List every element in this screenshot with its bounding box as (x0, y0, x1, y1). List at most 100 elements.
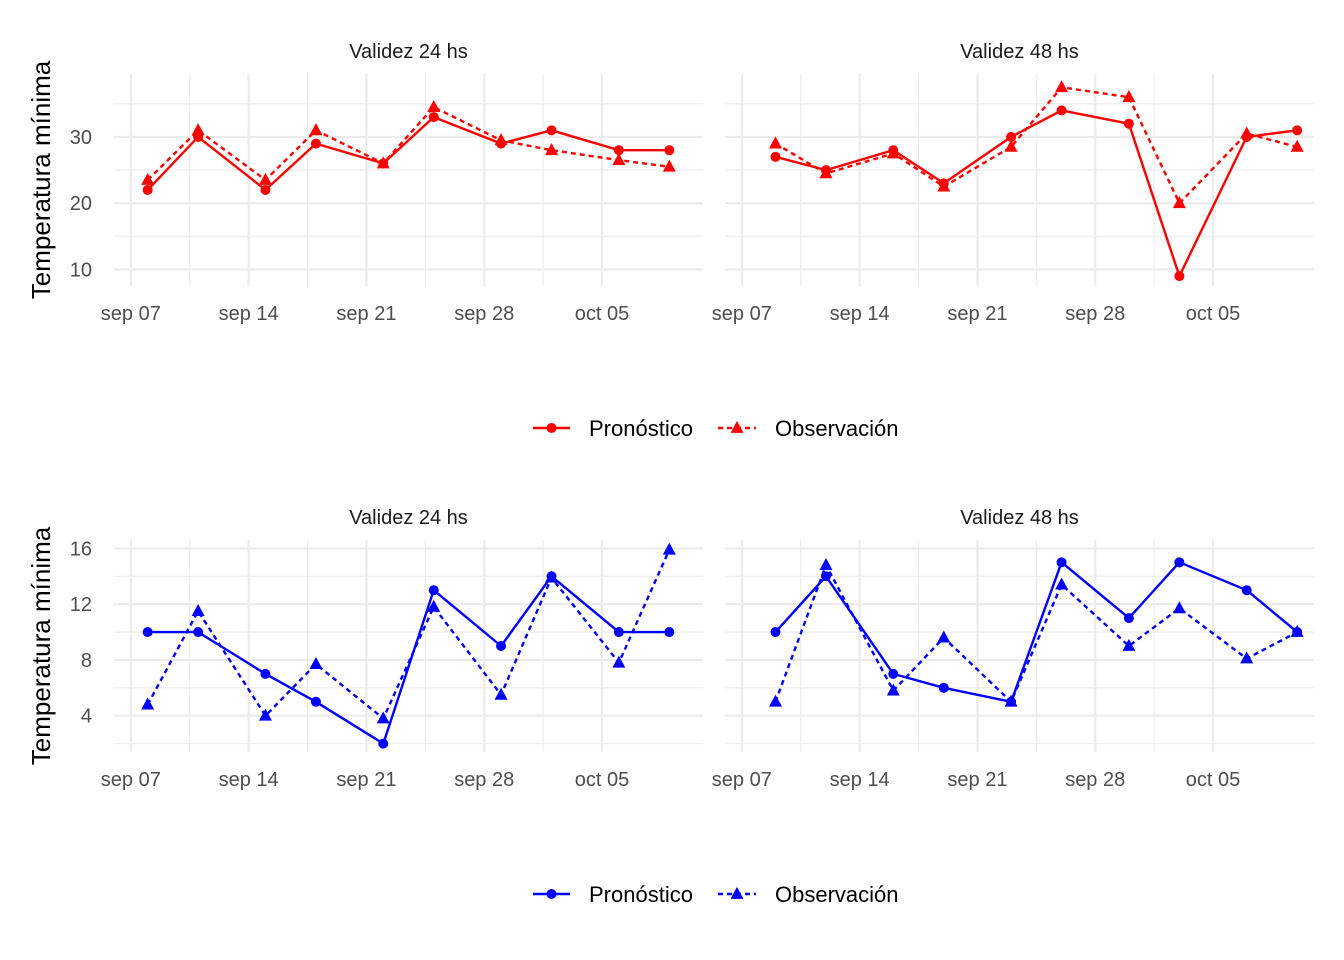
observation-point (1240, 651, 1254, 664)
observation-point (768, 136, 782, 149)
observation-line (774, 86, 1298, 205)
forecast-point (1292, 125, 1303, 136)
panel-1-1: sep 07 sep 14 sep 21 sep 28 oct 05 10 20 30 Vali… (70, 41, 703, 325)
x-tick-label: sep 07 (101, 769, 161, 791)
x-tick-label: sep 28 (454, 303, 514, 325)
observation-point (191, 603, 205, 617)
observation-point (886, 683, 900, 696)
x-tick-label: sep 07 (712, 303, 772, 325)
observation-point (1055, 577, 1069, 590)
panel-2-1: sep 07 sep 14 sep 21 sep 28 oct 05 4 8 12 16 Vali… (70, 507, 703, 791)
x-tick-label: sep 21 (947, 769, 1007, 791)
y-tick-label: 16 (70, 538, 92, 560)
panel-1-2: sep 07 sep 14 sep 21 sep 28 oct 05 Validez 48… (712, 41, 1314, 325)
x-tick-label: sep 07 (101, 303, 161, 325)
forecast-point (1174, 557, 1185, 568)
forecast-point (193, 627, 204, 638)
forecast-point (664, 627, 675, 638)
y-tick-label: 30 (70, 127, 92, 149)
observation-point (376, 156, 390, 169)
forecast-point (1056, 105, 1067, 116)
forecast-point (613, 145, 624, 156)
forecast-line (775, 109, 1298, 278)
y-tick-label: 4 (81, 706, 92, 728)
observation-point (141, 172, 155, 185)
observation-point (427, 99, 441, 112)
legend-2: Pronóstico Observación (533, 882, 899, 907)
legend-forecast-label: Pronóstico (589, 416, 693, 441)
x-tick-label: sep 28 (454, 769, 514, 791)
observation-point (545, 143, 559, 156)
observation-point (819, 166, 833, 179)
x-tick-label: oct 05 (575, 769, 629, 791)
x-tick-label: sep 14 (830, 303, 890, 325)
panel-title: Validez 48 hs (960, 507, 1079, 529)
forecast-point (613, 627, 624, 638)
observation-point (376, 711, 390, 724)
observation-point (1290, 624, 1304, 637)
y-tick-label: 10 (70, 259, 92, 281)
observation-point (1122, 638, 1136, 651)
forecast-point (142, 184, 153, 195)
observation-point (427, 599, 441, 612)
observation-point (1290, 139, 1304, 152)
forecast-point (664, 145, 675, 156)
legend-forecast-marker (546, 423, 557, 433)
panel-title: Validez 24 hs (349, 507, 468, 529)
x-tick-label: sep 28 (1065, 303, 1125, 325)
x-tick-label: sep 14 (219, 303, 279, 325)
panel-2-2: sep 07 sep 14 sep 21 sep 28 oct 05 Validez 48… (712, 507, 1314, 791)
observation-point (1172, 196, 1186, 209)
observation-point (612, 655, 626, 668)
forecast-point (310, 696, 321, 707)
x-tick-label: sep 21 (947, 303, 1007, 325)
observation-point (1004, 139, 1018, 152)
x-tick-label: sep 21 (336, 769, 396, 791)
observation-point (309, 123, 323, 136)
observation-point (258, 708, 272, 721)
forecast-point (260, 668, 271, 679)
observation-line (146, 105, 670, 182)
forecast-point (310, 138, 321, 149)
forecast-point (888, 668, 899, 679)
observation-point (819, 557, 833, 570)
forecast-point (938, 682, 949, 693)
forecast-point (1123, 118, 1134, 129)
observation-point (662, 159, 676, 172)
forecast-line (774, 561, 1298, 703)
panel-title: Validez 48 hs (960, 41, 1079, 63)
legend-observation-marker (730, 420, 744, 433)
forecast-line (147, 575, 670, 745)
panel-title: Validez 24 hs (349, 41, 468, 63)
forecast-point (496, 641, 507, 651)
observation-point (1240, 126, 1254, 139)
x-tick-label: sep 28 (1065, 769, 1125, 791)
observation-point (494, 687, 508, 700)
x-tick-label: sep 07 (712, 769, 772, 791)
observation-point (191, 123, 205, 136)
x-tick-label: sep 21 (336, 303, 396, 325)
y-axis-label: Temperatura mínima (26, 526, 56, 765)
observation-point (141, 697, 155, 710)
forecast-point (1241, 585, 1252, 596)
x-tick-label: sep 14 (830, 769, 890, 791)
legend-forecast-marker (546, 889, 557, 899)
y-axis-label: Temperatura mínima (26, 60, 56, 299)
observation-point (768, 694, 782, 707)
observation-point (494, 133, 508, 146)
observation-line (146, 549, 671, 720)
observation-point (1172, 601, 1186, 614)
forecast-point (142, 627, 153, 638)
observation-point (545, 570, 559, 583)
observation-point (886, 146, 900, 159)
forecast-point (1123, 613, 1134, 624)
observation-line (774, 563, 1298, 703)
legend-1: Pronóstico Observación (533, 416, 899, 441)
forecast-line (146, 115, 670, 192)
forecast-point (428, 585, 439, 596)
observation-point (258, 172, 272, 185)
forecast-point (1174, 271, 1185, 282)
y-tick-label: 8 (81, 650, 92, 672)
y-tick-label: 12 (70, 594, 92, 616)
